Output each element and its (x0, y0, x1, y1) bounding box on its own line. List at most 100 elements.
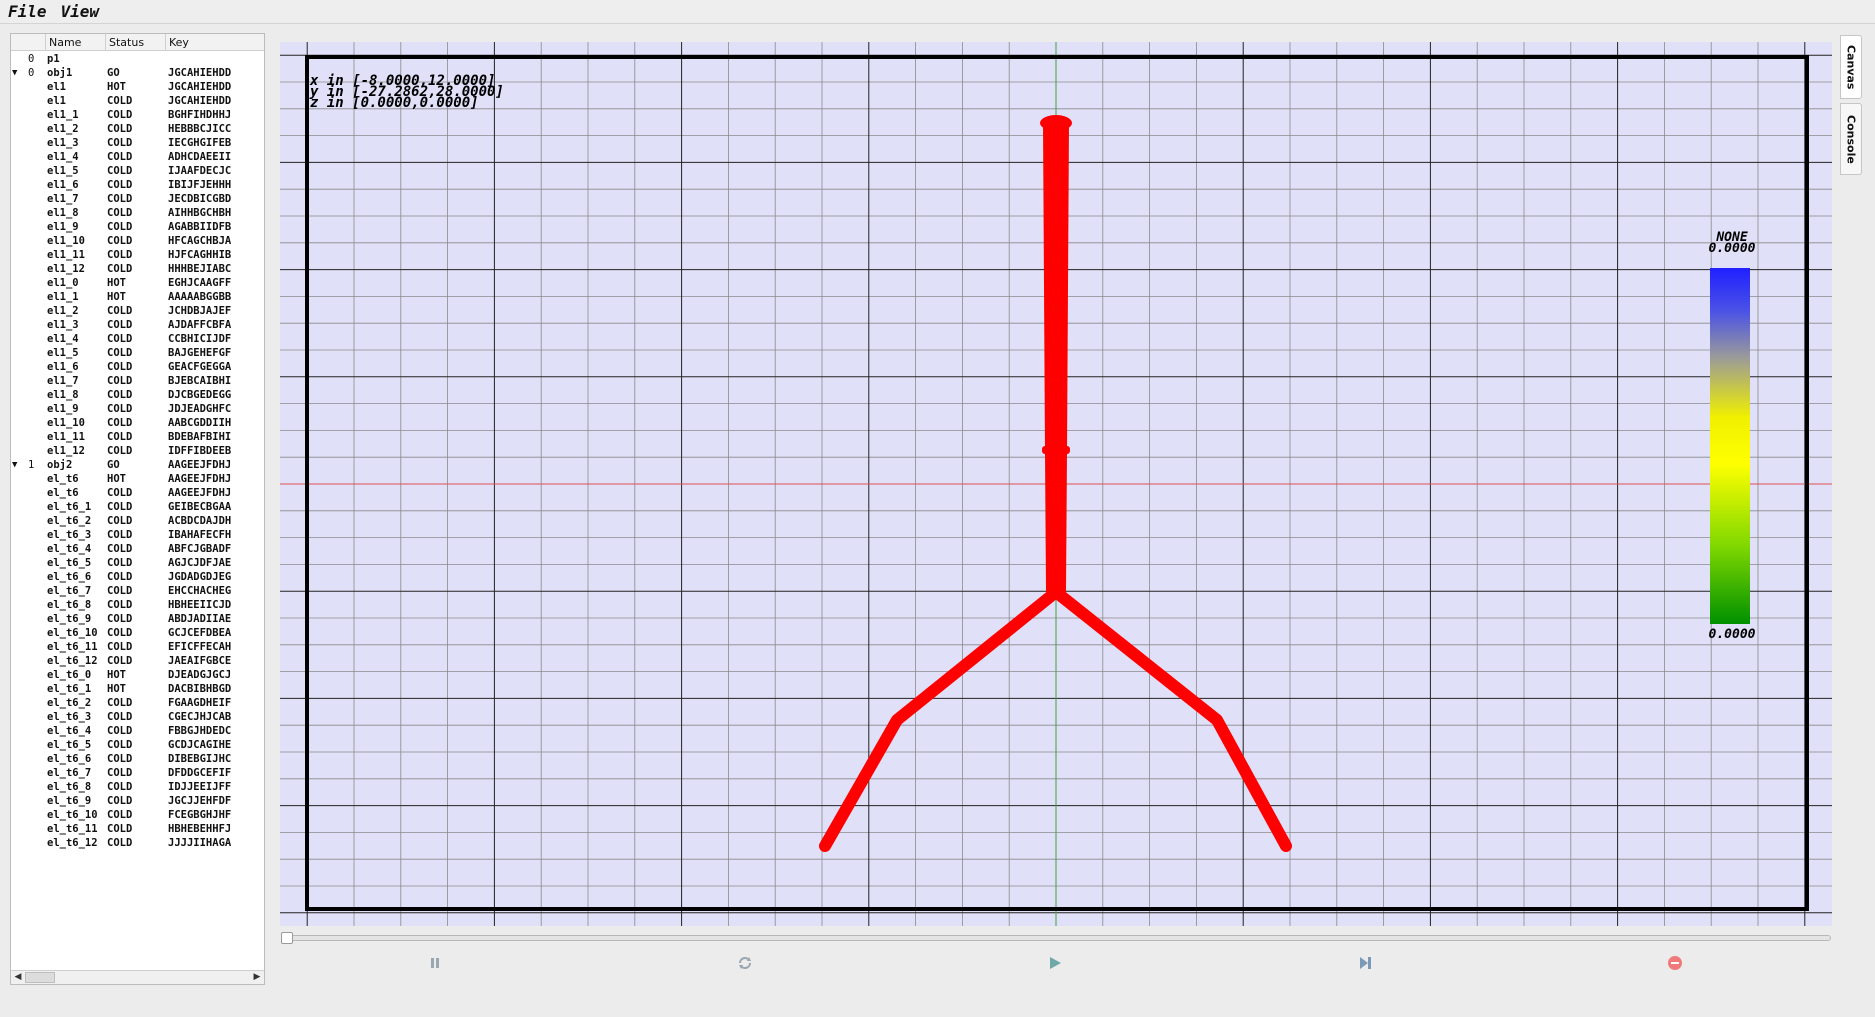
tab-canvas[interactable]: Canvas (1840, 35, 1862, 99)
tree-row-status: COLD (107, 123, 133, 135)
tree-row[interactable]: el_t6_11 COLD HBHEBEHHFJ (11, 822, 264, 836)
tree-row[interactable]: el_t6_2 COLD ACBDCDAJDH (11, 514, 264, 528)
menu-file[interactable]: File (8, 2, 47, 21)
tree-row[interactable]: el_t6_3 COLD IBAHAFECFH (11, 528, 264, 542)
tree-row-status: COLD (107, 431, 133, 443)
tree-row[interactable]: el1_1 HOT AAAAABGGBB (11, 290, 264, 304)
tree-row[interactable]: el_t6_7 COLD EHCCHACHEG (11, 584, 264, 598)
scrollbar-thumb[interactable] (25, 972, 55, 983)
tree-row[interactable]: el1_7 COLD JECDBICGBD (11, 192, 264, 206)
tree-row-key: FCEGBGHJHF (168, 809, 232, 821)
tree-row[interactable]: el1_2 COLD HEBBBCJICC (11, 122, 264, 136)
tab-console[interactable]: Console (1840, 103, 1862, 175)
tree-row[interactable]: el_t6_9 COLD JGCJJEHFDF (11, 794, 264, 808)
tree-row[interactable]: el_t6_6 COLD JGDADGDJEG (11, 570, 264, 584)
tree-row[interactable]: el1_10 COLD HFCAGCHBJA (11, 234, 264, 248)
scroll-left-icon[interactable]: ◀ (14, 972, 22, 982)
tree-row[interactable]: el1_11 COLD HJFCAGHHIB (11, 248, 264, 262)
tree-row[interactable]: el_t6_10 COLD FCEGBGHJHF (11, 808, 264, 822)
tree-row-key: IJAAFDECJC (168, 165, 232, 177)
tree-row-status: COLD (107, 487, 133, 499)
tree-row[interactable]: el_t6_3 COLD CGECJHJCAB (11, 710, 264, 724)
tree-row[interactable]: el_t6_0 HOT DJEADGJGCJ (11, 668, 264, 682)
tree-row-status: COLD (107, 249, 133, 261)
tree-row[interactable]: el1_3 COLD AJDAFFCBFA (11, 318, 264, 332)
tree-row[interactable]: el1_9 COLD JDJEADGHFC (11, 402, 264, 416)
tree-row[interactable]: el1_6 COLD GEACFGEGGA (11, 360, 264, 374)
tree-row[interactable]: el1_4 COLD ADHCDAEEII (11, 150, 264, 164)
stop-button[interactable] (1665, 954, 1685, 972)
plot-canvas[interactable]: x in [-8.0000,12.0000] y in [-27.2862,28… (280, 42, 1832, 926)
tree-row[interactable]: el_t6_5 COLD GCDJCAGIHE (11, 738, 264, 752)
tree-row[interactable]: el_t6 HOT AAGEEJFDHJ (11, 472, 264, 486)
tree-row[interactable]: el_t6_8 COLD IDJJEEIJFF (11, 780, 264, 794)
step-forward-button[interactable] (1355, 954, 1375, 972)
tree-row-key: IECGHGIFEB (168, 137, 232, 149)
tree-row[interactable]: ▼ 1 obj2 GO AAGEEJFDHJ (11, 458, 264, 472)
tree-row[interactable]: el1_8 COLD AIHHBGCHBH (11, 206, 264, 220)
tree-row-name: el_t6_11 (47, 823, 98, 835)
tree-row[interactable]: el_t6_2 COLD FGAAGDHEIF (11, 696, 264, 710)
tree-row[interactable]: el1_7 COLD BJEBCAIBHI (11, 374, 264, 388)
play-button[interactable] (1045, 954, 1065, 972)
tree-row[interactable]: el_t6_7 COLD DFDDGCEFIF (11, 766, 264, 780)
tree-row[interactable]: el1_0 HOT EGHJCAAGFF (11, 276, 264, 290)
menu-view[interactable]: View (60, 2, 100, 21)
tree-row[interactable]: el_t6_8 COLD HBHEEIICJD (11, 598, 264, 612)
tree-row[interactable]: el_t6_11 COLD EFICFFECAH (11, 640, 264, 654)
pause-button[interactable] (425, 954, 445, 972)
tree-row-status: COLD (107, 809, 133, 821)
tree-row[interactable]: el1_11 COLD BDEBAFBIHI (11, 430, 264, 444)
reload-button[interactable] (735, 954, 755, 972)
tree-row-name: el_t6_9 (47, 613, 92, 625)
tree-row[interactable]: el1_10 COLD AABCGDDIIH (11, 416, 264, 430)
tree-header-name[interactable]: Name (45, 34, 105, 51)
tree-row[interactable]: el_t6_9 COLD ABDJADIIAE (11, 612, 264, 626)
tree-row[interactable]: el_t6_1 COLD GEIBECBGAA (11, 500, 264, 514)
tree-row[interactable]: el_t6_5 COLD AGJCJDFJAE (11, 556, 264, 570)
plot-svg[interactable]: x in [-8.0000,12.0000] y in [-27.2862,28… (280, 42, 1832, 926)
tree-row[interactable]: el_t6_6 COLD DIBEBGIJHC (11, 752, 264, 766)
tree-row[interactable]: el1_5 COLD BAJGEHEFGF (11, 346, 264, 360)
scroll-right-icon[interactable]: ▶ (253, 972, 261, 982)
tree-row-key: AJDAFFCBFA (168, 319, 232, 331)
tree-row[interactable]: ▼ 0 obj1 GO JGCAHIEHDD (11, 66, 264, 80)
tree-row[interactable]: el_t6_4 COLD ABFCJGBADF (11, 542, 264, 556)
tree-row[interactable]: el_t6 COLD AAGEEJFDHJ (11, 486, 264, 500)
tree-row[interactable]: el1_2 COLD JCHDBJAJEF (11, 304, 264, 318)
tree-row[interactable]: el1_12 COLD IDFFIBDEEB (11, 444, 264, 458)
tree-row-name: el_t6_0 (47, 669, 92, 681)
tree-row[interactable]: el_t6_10 COLD GCJCEFDBEA (11, 626, 264, 640)
tree-row-key: JCHDBJAJEF (168, 305, 232, 317)
tree-header-key[interactable]: Key (165, 34, 264, 51)
tree-row-name: el_t6_1 (47, 683, 92, 695)
tree-row[interactable]: el1_6 COLD IBIJFJEHHH (11, 178, 264, 192)
tree-row[interactable]: el_t6_12 COLD JJJJIIHAGA (11, 836, 264, 850)
tree-row[interactable]: el_t6_1 HOT DACBIBHBGD (11, 682, 264, 696)
tree-row-name: el1_4 (47, 333, 79, 345)
tree-row[interactable]: el1_5 COLD IJAAFDECJC (11, 164, 264, 178)
tree-horizontal-scrollbar[interactable]: ◀ ▶ (11, 970, 264, 984)
tree-row-key: GCJCEFDBEA (168, 627, 232, 639)
tree-row[interactable]: el_t6_4 COLD FBBGJHDEDC (11, 724, 264, 738)
tree-row[interactable]: el1 COLD JGCAHIEHDD (11, 94, 264, 108)
tree-expand-arrow-icon[interactable]: ▼ (12, 68, 18, 78)
red-tree-shape[interactable] (819, 115, 1292, 852)
tree-row[interactable]: el1_9 COLD AGABBIIDFB (11, 220, 264, 234)
tree-row[interactable]: el1 HOT JGCAHIEHDD (11, 80, 264, 94)
tree-row[interactable]: 0 p1 (11, 52, 264, 66)
tree-row-name: el_t6 (47, 487, 79, 499)
tree-header-index (11, 34, 45, 51)
tree-row[interactable]: el1_12 COLD HHHBEJIABC (11, 262, 264, 276)
tree-row[interactable]: el1_1 COLD BGHFIHDHHJ (11, 108, 264, 122)
tree-row-status: COLD (107, 753, 133, 765)
time-slider-handle[interactable] (281, 932, 293, 944)
tree-row-status: COLD (107, 557, 133, 569)
tree-row[interactable]: el_t6_12 COLD JAEAIFGBCE (11, 654, 264, 668)
time-slider[interactable] (283, 935, 1831, 941)
tree-header-status[interactable]: Status (105, 34, 165, 51)
tree-expand-arrow-icon[interactable]: ▼ (12, 460, 18, 470)
tree-row[interactable]: el1_8 COLD DJCBGEDEGG (11, 388, 264, 402)
tree-row[interactable]: el1_4 COLD CCBHICIJDF (11, 332, 264, 346)
tree-row[interactable]: el1_3 COLD IECGHGIFEB (11, 136, 264, 150)
